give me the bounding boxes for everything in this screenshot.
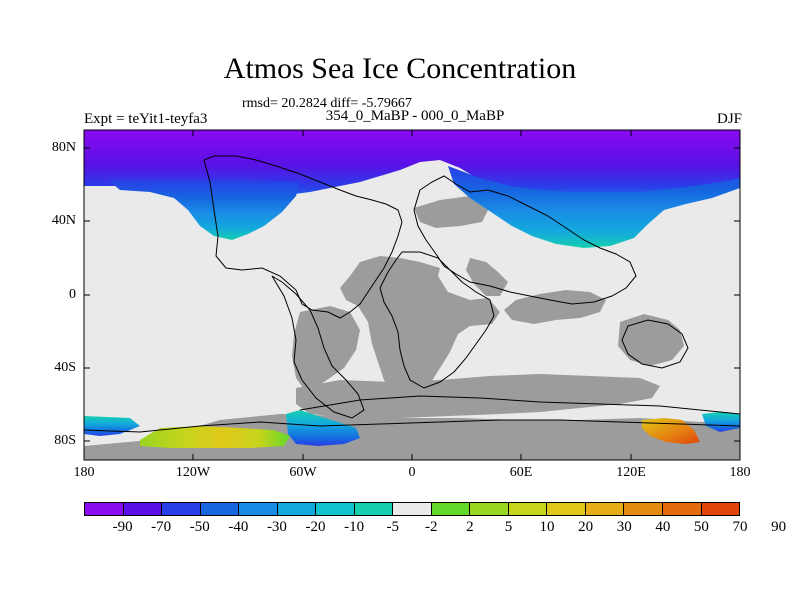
colorbar-segment [624,503,663,515]
east-antarctic-ice-loss [702,412,740,432]
colorbar-segment [239,503,278,515]
x-tick-label-120w: 120W [175,465,211,480]
y-axis-ticks [84,147,740,442]
x-tick-label-180e: 180 [729,465,751,480]
land-mass-africa [340,256,500,408]
x-tick-label-120e: 120E [616,465,646,480]
colorbar-label: 40 [655,519,671,535]
coastline-eurasia [413,175,637,305]
rmsd-diff-label: rmsd= 20.2824 diff= -5.79667 [242,96,412,111]
land-mass-south-america-band [292,306,360,392]
land-mass-australia [618,314,684,366]
x-tick-label-0: 0 [408,465,416,480]
colorbar-label: 30 [616,519,632,535]
antarctic-ice-gain [140,426,290,448]
coastline-south-america [271,275,365,419]
colorbar-label: 90 [771,519,787,535]
colorbar-segment [470,503,509,515]
coastline-north-america [203,155,403,319]
colorbar-segment [316,503,355,515]
land-mass-asia-interior [414,196,490,228]
x-tick-label-60e: 60E [509,465,533,480]
land-masses [84,196,740,460]
y-tick-label-80s: 80S [54,433,76,448]
colorbar-label: -50 [189,519,210,535]
colorbar-segment [585,503,625,515]
coastline-southern-band [299,395,740,415]
land-mass-arabia [466,258,508,296]
colorbar-segment [123,503,163,515]
colorbar-label: -40 [228,519,249,535]
experiment-periods-label: 354_0_MaBP - 000_0_MaBP [325,108,505,124]
colorbar-label: 10 [539,519,555,535]
season-label: DJF [716,111,742,127]
colorbar-label: -70 [151,519,172,535]
colorbar-label: -90 [112,519,133,535]
land-mass-south-asia [504,290,606,324]
colorbar-label: 2 [466,519,474,535]
north-pacific-ice-loss [108,180,300,240]
coastline-antarctica [84,419,740,433]
x-axis-ticks [192,130,632,460]
y-tick-label-0: 0 [69,287,76,302]
colorbar [84,502,740,516]
coastline-australia [621,319,689,369]
colorbar-segment [85,503,124,515]
colorbar-segment [701,503,740,515]
land-mass-southern-band [296,374,660,418]
colorbar-segment [162,503,201,515]
colorbar-label: -2 [425,519,438,535]
colorbar-segment [200,503,240,515]
colorbar-label: 5 [504,519,513,535]
chart-title: Atmos Sea Ice Concentration [223,52,577,85]
y-tick-label-80n: 80N [51,140,76,155]
y-tick-label-40n: 40N [51,213,76,228]
colorbar-segment [277,503,317,515]
colorbar-segment [508,503,548,515]
colorbar-label: -20 [305,519,326,535]
colorbar-label: -30 [266,519,287,535]
sea-ice-difference [84,130,740,448]
colorbar-segment [662,503,702,515]
colorbar-segment [354,503,394,515]
colorbar-label: -5 [386,519,399,535]
colorbar-segment [431,503,471,515]
colorbar-segment [393,503,432,515]
coastline-africa [379,251,495,389]
coastline-outlines [84,155,740,433]
east-eurasia-ice-loss [448,166,740,248]
x-tick-label-60w: 60W [289,465,317,480]
land-mass-antarctica [84,414,740,460]
antarctic-ice-loss [286,410,360,446]
colorbar-label: -10 [344,519,365,535]
colorbar-label: 70 [732,519,748,535]
colorbar-label: 50 [693,519,709,535]
experiment-label: Expt = teYit1-teyfa3 [84,111,208,127]
colorbar-segment [547,503,586,515]
colorbar-label: 20 [578,519,594,535]
y-tick-label-40s: 40S [54,360,76,375]
x-tick-label-180w: 180 [73,465,95,480]
